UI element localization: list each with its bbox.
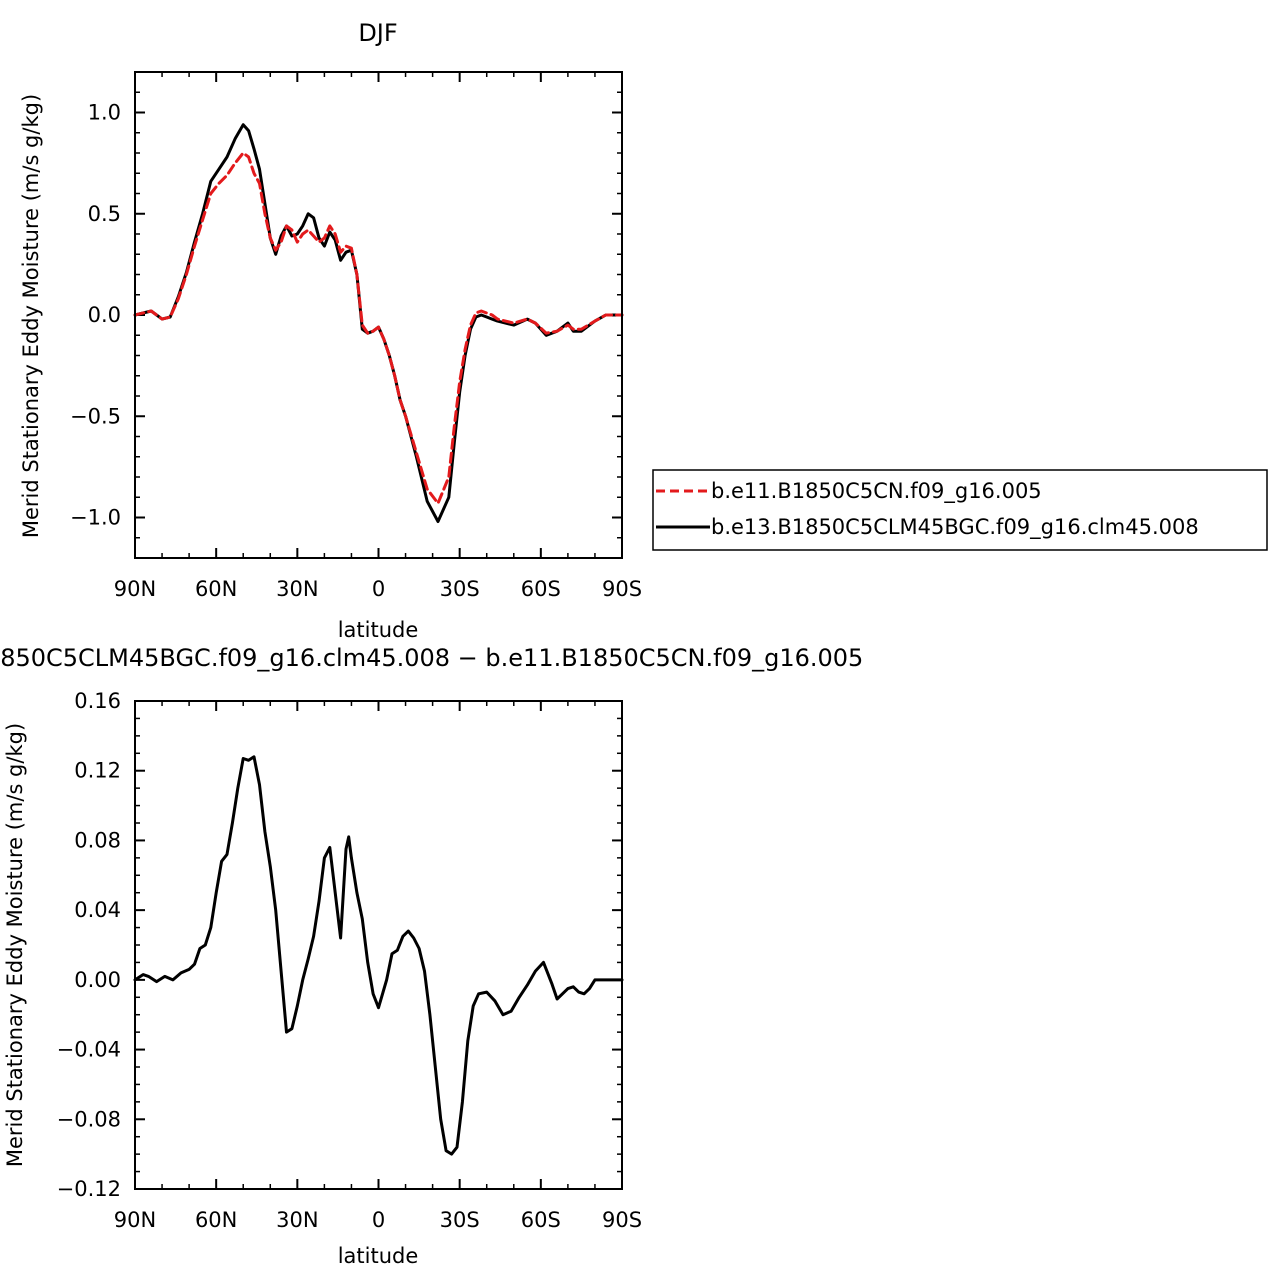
panel-top-ticks: 90N 60N 30N 0 30S 60S 90S 1.0 0.5 0.0 −0.5 −1.0 bbox=[70, 71, 642, 601]
x-tick-label: 30N bbox=[276, 1208, 318, 1232]
y-tick-label: −1.0 bbox=[70, 506, 121, 530]
y-tick-label: 0.0 bbox=[88, 303, 121, 327]
series-line-0 bbox=[133, 755, 624, 1156]
x-tick-label: 30S bbox=[440, 577, 480, 601]
panel-bottom-xlabel: latitude bbox=[338, 1244, 419, 1268]
legend: b.e11.B1850C5CN.f09_g16.005 b.e13.B1850C… bbox=[652, 469, 1268, 551]
x-tick-label: 90N bbox=[114, 577, 156, 601]
series-line-1 bbox=[133, 123, 624, 523]
y-tick-label: 0.00 bbox=[74, 968, 121, 992]
panel-bottom-ticks: 90N 60N 30N 0 30S 60S 90S 0.16 0.12 0.08 0.04 0.00 −… bbox=[57, 689, 642, 1232]
panel-bottom-title: b.e13.B1850C5CLM45BGC.f09_g16.clm45.008 … bbox=[0, 644, 863, 672]
y-tick-label: 0.04 bbox=[74, 898, 121, 922]
panel-bottom: b.e13.B1850C5CLM45BGC.f09_g16.clm45.008 … bbox=[0, 644, 863, 1268]
x-tick-label: 60S bbox=[521, 1208, 561, 1232]
series-line-0 bbox=[133, 151, 624, 505]
legend-box bbox=[652, 469, 1268, 551]
y-tick-label: −0.12 bbox=[57, 1177, 121, 1201]
legend-label-0: b.e11.B1850C5CN.f09_g16.005 bbox=[711, 479, 1042, 504]
panel-top-title: DJF bbox=[358, 19, 397, 47]
y-tick-label: 0.08 bbox=[74, 828, 121, 852]
x-tick-label: 90S bbox=[602, 577, 642, 601]
panel-top: DJF Merid Stationary Eddy Moisture (m/s … bbox=[19, 19, 642, 642]
panel-top-frame bbox=[134, 71, 623, 559]
y-tick-label: −0.08 bbox=[57, 1107, 121, 1131]
x-tick-label: 60S bbox=[521, 577, 561, 601]
panel-top-ylabel: Merid Stationary Eddy Moisture (m/s g/kg… bbox=[19, 94, 43, 538]
x-tick-label: 0 bbox=[372, 577, 385, 601]
x-tick-label: 60N bbox=[195, 577, 237, 601]
legend-label-1: b.e13.B1850C5CLM45BGC.f09_g16.clm45.008 bbox=[711, 515, 1199, 540]
panel-top-xlabel: latitude bbox=[338, 618, 419, 642]
panel-bottom-ylabel: Merid Stationary Eddy Moisture (m/s g/kg… bbox=[3, 723, 27, 1167]
y-tick-label: 0.16 bbox=[74, 689, 121, 713]
y-tick-label: 0.5 bbox=[88, 202, 121, 226]
x-tick-label: 90S bbox=[602, 1208, 642, 1232]
x-tick-label: 30S bbox=[440, 1208, 480, 1232]
y-tick-label: 0.12 bbox=[74, 759, 121, 783]
panel-bottom-lines bbox=[133, 755, 624, 1156]
x-tick-label: 90N bbox=[114, 1208, 156, 1232]
x-tick-label: 0 bbox=[372, 1208, 385, 1232]
x-tick-label: 60N bbox=[195, 1208, 237, 1232]
y-tick-label: −0.04 bbox=[57, 1038, 121, 1062]
y-tick-label: −0.5 bbox=[70, 404, 121, 428]
x-tick-label: 30N bbox=[276, 577, 318, 601]
y-tick-label: 1.0 bbox=[88, 101, 121, 125]
panel-top-lines bbox=[133, 123, 624, 523]
panel-bottom-frame bbox=[134, 700, 623, 1190]
